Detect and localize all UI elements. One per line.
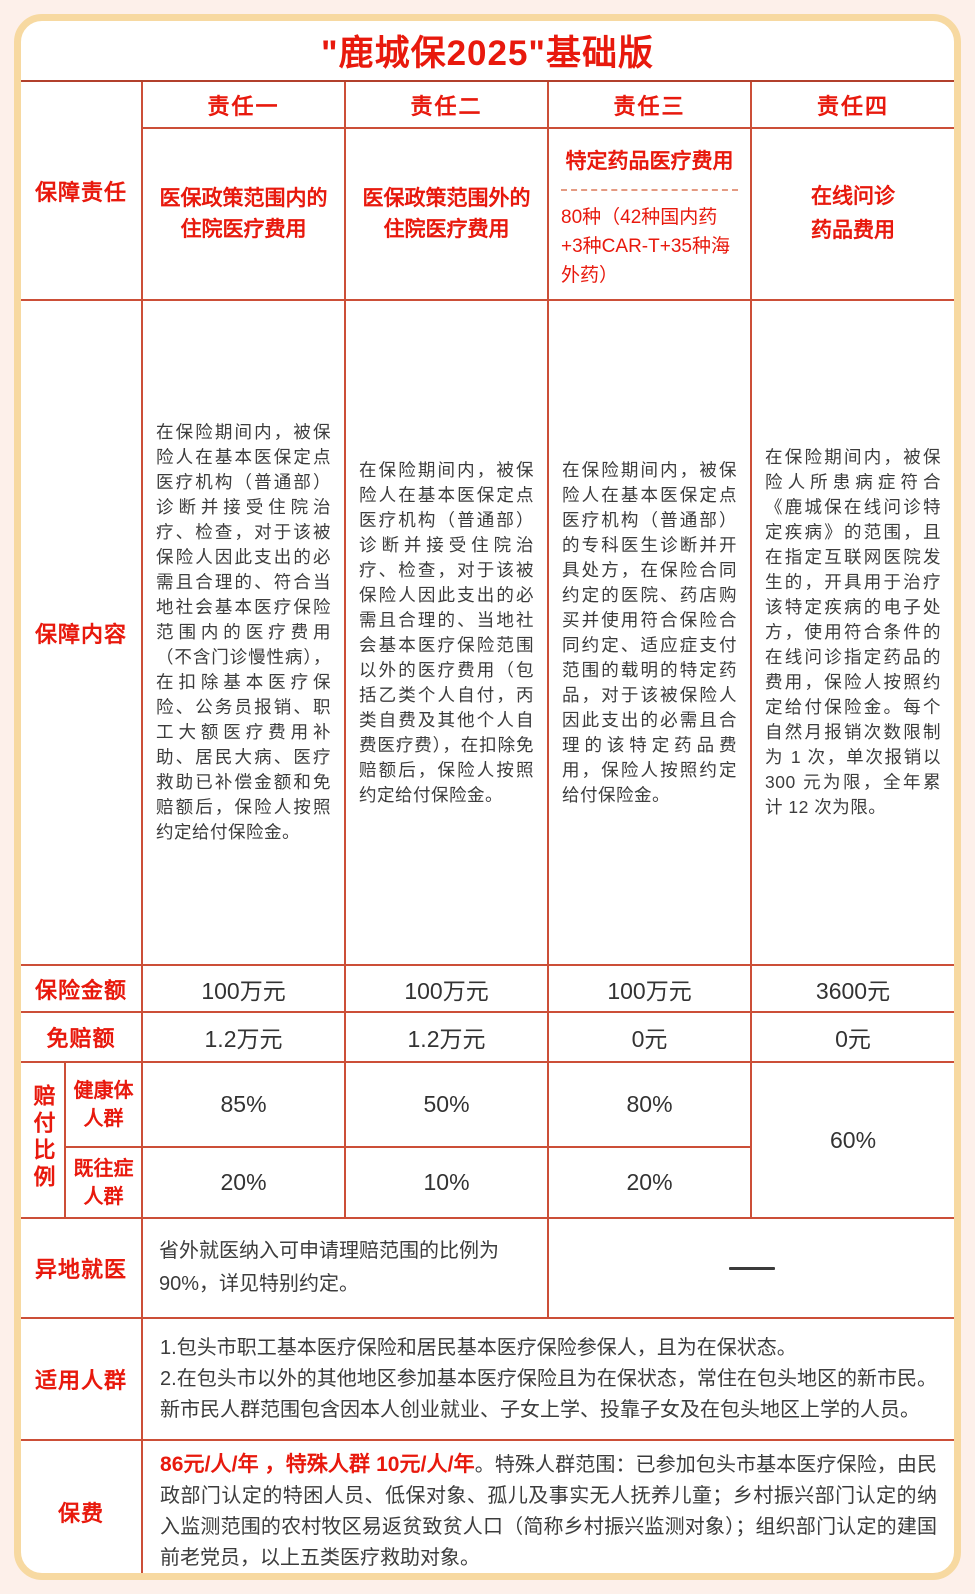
dashed-divider xyxy=(561,188,738,191)
amount-duty3: 100万元 xyxy=(547,964,753,1013)
liability-duty2: 医保政策范围外的住院医疗费用 xyxy=(344,127,550,301)
page-title: "鹿城保2025"基础版 xyxy=(21,21,954,82)
deductible-row: 免赔额 1.2万元 1.2万元 0元 0元 xyxy=(21,1011,954,1063)
healthy-ratio-duty1: 85% xyxy=(141,1061,347,1148)
eligible-item-2: 2.在包头市以外的其他地区参加基本医疗保险且为在保状态，常住在包头地区的新市民。… xyxy=(160,1367,938,1421)
healthy-ratio-duty2: 50% xyxy=(344,1061,550,1148)
deductible-duty4: 0元 xyxy=(750,1011,954,1063)
payout-ratio-preexisting-row: 既往症人群 20% 10% 20% xyxy=(21,1146,954,1219)
column-header-duty-2: 责任二 xyxy=(344,81,550,129)
remote-treatment-empty xyxy=(547,1217,954,1319)
coverage-content-duty3: 在保险期间内，被保险人在基本医保定点医疗机构（普通部）的专科医生诊断并开具处方，… xyxy=(547,299,753,966)
coverage-content-duty2: 在保险期间内，被保险人在基本医保定点医疗机构（普通部）诊断并接受住院治疗、检查，… xyxy=(344,299,550,966)
row-label-preexisting-group: 既往症人群 xyxy=(63,1146,144,1219)
premium-row: 保费 86元/人/年 ，特殊人群 10元/人/年。特殊人群范围：已参加包头市基本… xyxy=(21,1439,954,1573)
row-label-insured-amount: 保险金额 xyxy=(21,964,144,1013)
eligible-item-1: 1.包头市职工基本医疗保险和居民基本医疗保险参保人，且为在保状态。 xyxy=(160,1336,797,1359)
liability-duty4-line1: 在线问诊 xyxy=(811,185,896,208)
payout-ratio-healthy-row: 赔付比例 健康体人群 85% 50% 80% 60% xyxy=(21,1061,954,1219)
insurance-table-card: "鹿城保2025"基础版 保障责任 责任一 责任二 责任三 责任四 医保政策范围… xyxy=(14,14,961,1580)
liability-duty4-line2: 药品费用 xyxy=(811,219,896,242)
column-header-duty-1: 责任一 xyxy=(141,81,347,129)
amount-duty2: 100万元 xyxy=(344,964,550,1013)
amount-duty1: 100万元 xyxy=(141,964,347,1013)
merged-ratio-duty4: 60% xyxy=(750,1061,954,1219)
row-label-remote-treatment: 异地就医 xyxy=(21,1217,144,1319)
row-label-coverage-content: 保障内容 xyxy=(21,299,144,966)
eligible-group-text: 1.包头市职工基本医疗保险和居民基本医疗保险参保人，且为在保状态。 2.在包头市… xyxy=(141,1317,954,1441)
premium-text: 86元/人/年 ，特殊人群 10元/人/年。特殊人群范围：已参加包头市基本医疗保… xyxy=(141,1439,954,1573)
special-drug-detail: 80种（42种国内药+3种CAR-T+35种海外药） xyxy=(561,206,730,286)
row-label-healthy-group: 健康体人群 xyxy=(63,1061,144,1148)
premium-detail: 。特殊人群范围：已参加包头市基本医疗保险，由民政部门认定的特困人员、低保对象、孤… xyxy=(160,1454,938,1569)
special-drug-title: 特定药品医疗费用 xyxy=(565,149,734,173)
coverage-content-row: 保障内容 在保险期间内，被保险人在基本医保定点医疗机构（普通部）诊断并接受住院治… xyxy=(21,299,954,966)
column-header-duty-4: 责任四 xyxy=(750,81,954,129)
row-label-coverage-liability: 保障责任 xyxy=(21,81,144,301)
preexisting-ratio-duty3: 20% xyxy=(547,1146,753,1219)
healthy-ratio-duty3: 80% xyxy=(547,1061,753,1148)
row-label-eligible-group: 适用人群 xyxy=(21,1317,144,1441)
column-header-duty-3: 责任三 xyxy=(547,81,753,129)
payout-ratio-vertical-text: 赔付比例 xyxy=(30,1083,56,1192)
deductible-duty3: 0元 xyxy=(547,1011,753,1063)
liability-duty3: 特定药品医疗费用 80种（42种国内药+3种CAR-T+35种海外药） xyxy=(547,127,753,301)
remote-treatment-text: 省外就医纳入可申请理赔范围的比例为90%，详见特别约定。 xyxy=(141,1217,550,1319)
row-label-payout-ratio: 赔付比例 xyxy=(21,1061,66,1219)
amount-duty4: 3600元 xyxy=(750,964,954,1013)
deductible-duty1: 1.2万元 xyxy=(141,1011,347,1063)
remote-treatment-row: 异地就医 省外就医纳入可申请理赔范围的比例为90%，详见特别约定。 xyxy=(21,1217,954,1319)
liability-duty4: 在线问诊 药品费用 xyxy=(750,127,954,301)
em-dash xyxy=(728,1266,775,1270)
coverage-content-duty1: 在保险期间内，被保险人在基本医保定点医疗机构（普通部）诊断并接受住院治疗、检查，… xyxy=(141,299,347,966)
benefits-table: 保障责任 责任一 责任二 责任三 责任四 医保政策范围内的住院医疗费用 医保政策… xyxy=(21,81,954,1573)
eligible-group-row: 适用人群 1.包头市职工基本医疗保险和居民基本医疗保险参保人，且为在保状态。 2… xyxy=(21,1317,954,1441)
insured-amount-row: 保险金额 100万元 100万元 100万元 3600元 xyxy=(21,964,954,1013)
row-label-premium: 保费 xyxy=(21,1439,144,1573)
preexisting-ratio-duty2: 10% xyxy=(344,1146,550,1219)
premium-price-highlight: 86元/人/年 ，特殊人群 10元/人/年 xyxy=(160,1453,475,1476)
row-label-deductible: 免赔额 xyxy=(21,1011,144,1063)
liability-duty1: 医保政策范围内的住院医疗费用 xyxy=(141,127,347,301)
preexisting-ratio-duty1: 20% xyxy=(141,1146,347,1219)
duty-header-row: 保障责任 责任一 责任二 责任三 责任四 xyxy=(21,81,954,301)
coverage-content-duty4: 在保险期间内，被保险人所患病症符合《鹿城保在线问诊特定疾病》的范围，且在指定互联… xyxy=(750,299,954,966)
deductible-duty2: 1.2万元 xyxy=(344,1011,550,1063)
liability-subheader-row: 医保政策范围内的住院医疗费用 医保政策范围外的住院医疗费用 特定药品医疗费用 8… xyxy=(21,127,954,301)
